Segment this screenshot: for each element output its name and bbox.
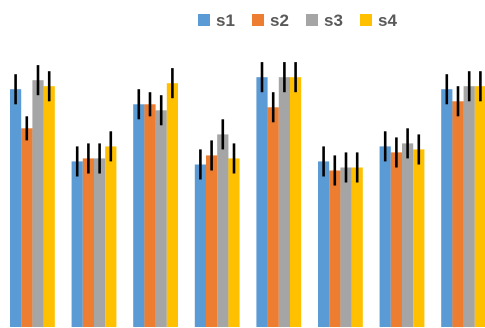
- legend-item-s1: s1: [198, 11, 235, 30]
- bar-s1-8: [441, 89, 453, 327]
- legend-item-s3: s3: [306, 11, 343, 30]
- legend-label-s2: s2: [270, 11, 289, 30]
- bar-s3-7: [402, 143, 414, 327]
- bar-s2-7: [390, 152, 402, 327]
- bar-s1-2: [71, 161, 83, 327]
- bar-group-4: [194, 119, 240, 327]
- bar-s4-1: [43, 86, 55, 327]
- bar-group-3: [133, 68, 178, 327]
- legend-swatch-s1: [198, 14, 210, 26]
- bar-s4-7: [413, 149, 425, 327]
- bar-s4-4: [228, 158, 240, 327]
- bar-s1-6: [318, 161, 330, 327]
- bar-s3-4: [217, 134, 229, 327]
- bar-group-6: [318, 146, 363, 327]
- bar-group-2: [71, 131, 117, 327]
- legend-item-s4: s4: [360, 11, 397, 30]
- bar-s3-5: [278, 77, 290, 327]
- bar-s4-3: [166, 83, 178, 327]
- bar-s3-2: [94, 158, 106, 327]
- legend-label-s1: s1: [216, 11, 235, 30]
- legend: s1 s2 s3 s4: [198, 11, 397, 30]
- plot-area: [10, 62, 485, 328]
- bar-s1-4: [194, 164, 206, 327]
- legend-label-s4: s4: [378, 11, 397, 30]
- bar-s2-4: [206, 155, 218, 327]
- bar-s2-1: [21, 128, 33, 327]
- bar-s2-5: [267, 107, 279, 327]
- bar-s2-8: [452, 101, 464, 328]
- bar-group-5: [256, 62, 302, 327]
- bar-s3-3: [155, 110, 167, 327]
- bar-s3-1: [32, 80, 44, 327]
- bar-s1-7: [379, 146, 391, 327]
- legend-swatch-s2: [252, 14, 264, 26]
- legend-swatch-s4: [360, 14, 372, 26]
- legend-label-s3: s3: [324, 11, 343, 30]
- bar-s2-3: [144, 104, 156, 327]
- legend-item-s2: s2: [252, 11, 289, 30]
- bar-s4-5: [290, 77, 302, 327]
- bar-s3-8: [463, 86, 475, 327]
- bar-s1-5: [256, 77, 268, 327]
- bar-group-1: [10, 65, 55, 327]
- legend-swatch-s3: [306, 14, 318, 26]
- bar-s2-6: [329, 170, 341, 327]
- bar-s1-1: [10, 89, 22, 327]
- bar-s4-6: [351, 167, 363, 327]
- bar-s4-8: [474, 86, 485, 327]
- bar-s1-3: [133, 104, 145, 327]
- bar-group-8: [441, 71, 485, 328]
- bar-s3-6: [340, 167, 352, 327]
- bar-group-7: [379, 128, 425, 327]
- bar-s4-2: [105, 146, 117, 327]
- bar-s2-2: [82, 158, 94, 327]
